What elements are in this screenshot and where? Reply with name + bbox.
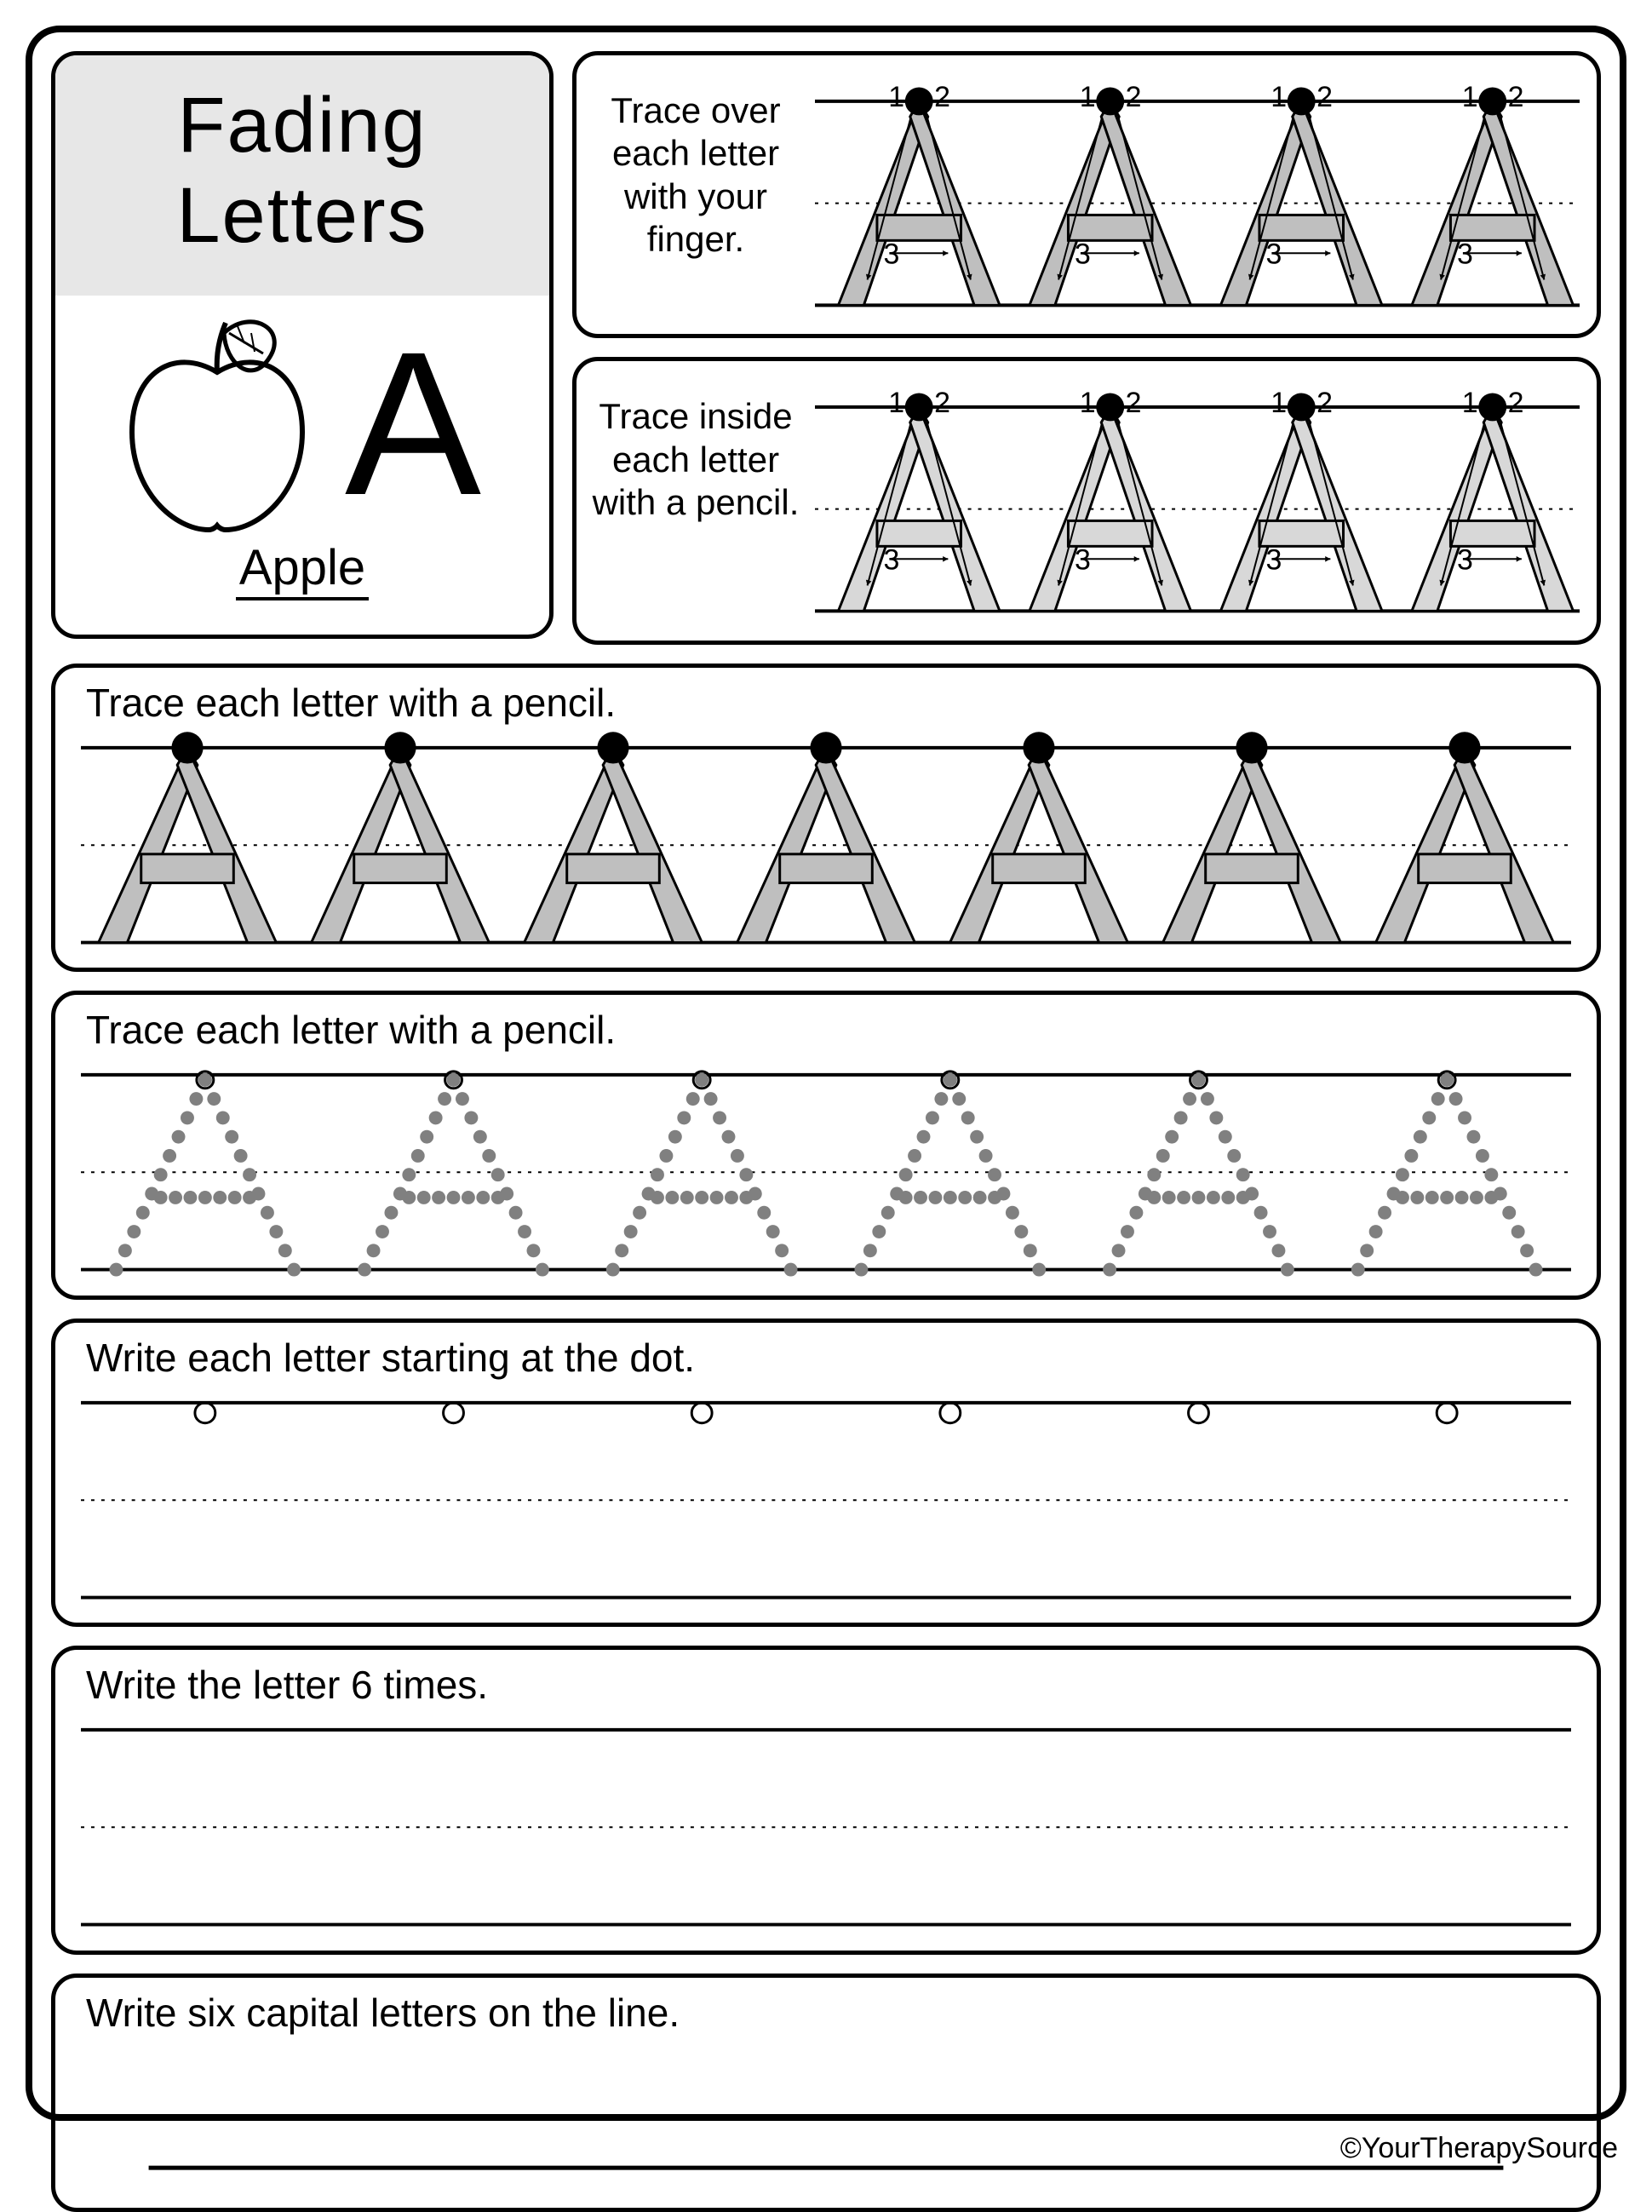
- svg-text:1: 1: [1271, 387, 1287, 419]
- svg-text:1: 1: [888, 81, 904, 113]
- top-right-column: Trace over each letter with your finger.…: [572, 51, 1601, 645]
- start-dot-label: Write each letter starting at the dot.: [86, 1335, 1571, 1381]
- svg-text:2: 2: [934, 81, 950, 113]
- write-six-svg: [81, 1713, 1571, 1933]
- trace-section-2-svg: [81, 1058, 1571, 1278]
- finger-trace-letters: 123123123123: [815, 55, 1597, 334]
- pencil-inside-instruction: Trace inside each letter with a pencil.: [576, 361, 815, 640]
- worksheet-page: Fading Letters A Apple: [0, 0, 1652, 2180]
- start-dot-section: Write each letter starting at the dot.: [51, 1319, 1601, 1628]
- svg-text:1: 1: [1462, 387, 1478, 419]
- title-box: Fading Letters A Apple: [51, 51, 554, 639]
- svg-text:1: 1: [1271, 81, 1287, 113]
- title-line-2: Letters: [176, 172, 427, 259]
- svg-text:1: 1: [1080, 81, 1096, 113]
- svg-text:2: 2: [1316, 387, 1333, 419]
- svg-text:2: 2: [1316, 81, 1333, 113]
- six-capitals-svg: [81, 2041, 1571, 2193]
- write-six-section: Write the letter 6 times.: [51, 1646, 1601, 1955]
- trace-section-2: Trace each letter with a pencil.: [51, 991, 1601, 1300]
- title-heading: Fading Letters: [55, 55, 549, 296]
- svg-text:1: 1: [1080, 387, 1096, 419]
- finger-trace-instruction: Trace over each letter with your finger.: [576, 55, 815, 334]
- six-capitals-label: Write six capital letters on the line.: [86, 1990, 1571, 2036]
- pencil-inside-letters: 123123123123: [815, 361, 1597, 640]
- svg-text:2: 2: [1508, 81, 1524, 113]
- example-word: Apple: [55, 539, 549, 596]
- trace-section-1-svg: [81, 731, 1571, 951]
- finger-trace-box: Trace over each letter with your finger.…: [572, 51, 1601, 338]
- svg-text:1: 1: [1462, 81, 1478, 113]
- svg-text:1: 1: [888, 387, 904, 419]
- start-dot-svg: [81, 1386, 1571, 1606]
- svg-text:2: 2: [1126, 81, 1142, 113]
- svg-text:2: 2: [1126, 387, 1142, 419]
- write-six-label: Write the letter 6 times.: [86, 1662, 1571, 1708]
- trace-section-1: Trace each letter with a pencil.: [51, 664, 1601, 973]
- svg-text:2: 2: [934, 387, 950, 419]
- six-capitals-section: Write six capital letters on the line.: [51, 1974, 1601, 2212]
- outer-frame: Fading Letters A Apple: [26, 26, 1626, 2121]
- footer-copyright: ©YourTherapySource: [1340, 2132, 1618, 2165]
- example-word-text: Apple: [236, 540, 369, 600]
- trace-section-2-label: Trace each letter with a pencil.: [86, 1007, 1571, 1053]
- apple-icon: [123, 313, 311, 534]
- pencil-inside-box: Trace inside each letter with a pencil. …: [572, 357, 1601, 644]
- title-line-1: Fading: [177, 82, 427, 169]
- top-row: Fading Letters A Apple: [51, 51, 1601, 645]
- trace-section-1-label: Trace each letter with a pencil.: [86, 680, 1571, 726]
- title-body: A: [55, 296, 549, 534]
- example-letter: A: [345, 321, 481, 526]
- svg-text:2: 2: [1508, 387, 1524, 419]
